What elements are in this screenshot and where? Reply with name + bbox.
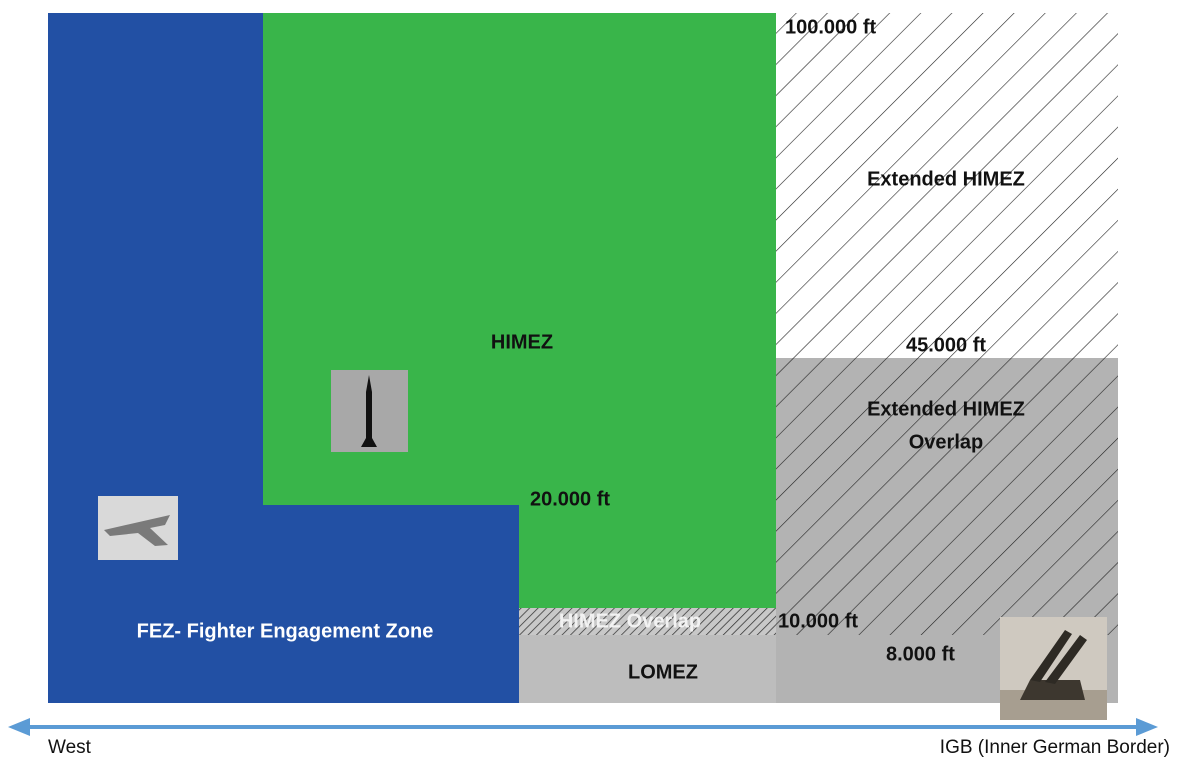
missile-icon	[331, 370, 408, 452]
zone-label: Extended HIMEZ	[867, 168, 1025, 190]
launcher-icon	[1000, 617, 1107, 720]
diagram: 100.000 ft Extended HIMEZ HIMEZ 45.000 f…	[0, 0, 1178, 761]
altitude-label: 10.000 ft	[778, 610, 858, 632]
zone-label: HIMEZ Overlap	[559, 610, 701, 632]
zone-label: Extended HIMEZ	[867, 398, 1025, 420]
altitude-label: 45.000 ft	[906, 334, 986, 356]
axis-label: IGB (Inner German Border)	[940, 737, 1170, 758]
zone-label: HIMEZ	[491, 331, 553, 353]
zone-label: FEZ- Fighter Engagement Zone	[137, 620, 434, 642]
altitude-label: 8.000 ft	[886, 643, 955, 665]
direction-arrow	[8, 718, 1158, 736]
altitude-label: 20.000 ft	[530, 488, 610, 510]
zone-label: Overlap	[909, 431, 983, 453]
zone-label: LOMEZ	[628, 661, 698, 683]
page: 100.000 ft Extended HIMEZ HIMEZ 45.000 f…	[0, 0, 1178, 761]
axis-label: West	[48, 737, 92, 758]
fighter-icon	[98, 496, 178, 560]
altitude-label: 100.000 ft	[785, 16, 877, 38]
